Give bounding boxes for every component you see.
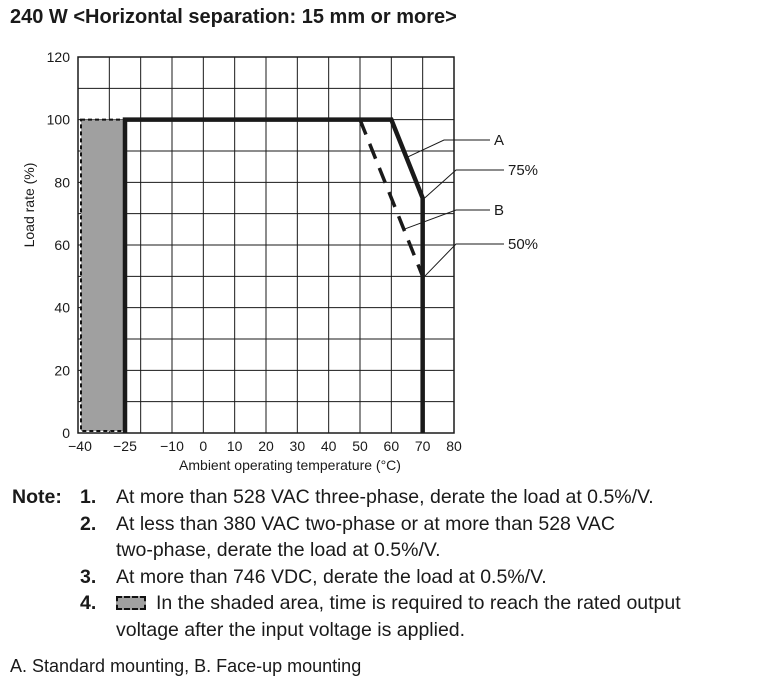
callout-leader (403, 209, 490, 230)
note-number: 1. (80, 486, 97, 508)
note-number: 4. (80, 592, 97, 614)
plot-frame (77, 56, 455, 434)
tick-labels: 0 20 40 60 80 100 120 −40 −25 −10 0 10 20 30 40 50 60 70 8… (47, 49, 462, 454)
callout-leader (424, 169, 504, 199)
y-axis-label: Load rate (%) (21, 163, 37, 248)
callouts-layer: A75% B50% (403, 132, 538, 277)
x-tick-label: 20 (258, 438, 274, 454)
y-tick-label: 20 (54, 362, 70, 378)
chart-title: 240 W <Horizontal separation: 15 mm or m… (10, 6, 457, 28)
mounting-legend: A. Standard mounting, B. Face-up mountin… (10, 656, 362, 676)
x-tick-label: 50 (352, 438, 368, 454)
callout-label: B (494, 202, 504, 219)
note-text-with-swatch: In the shaded area, time is required to … (116, 590, 681, 617)
x-tick-label: −25 (113, 438, 137, 454)
note-text: At more than 528 VAC three-phase, derate… (116, 486, 654, 508)
note-text: voltage after the input voltage is appli… (116, 618, 466, 641)
grid-lines (78, 57, 454, 433)
x-tick-label: 40 (321, 438, 337, 454)
x-tick-label: 60 (384, 438, 400, 454)
y-tick-label: 80 (54, 174, 70, 190)
callout-label: 75% (508, 162, 538, 179)
x-tick-label: −10 (160, 438, 184, 454)
shaded-region (80, 118, 125, 433)
callout-leader (424, 243, 504, 277)
y-tick-label: 0 (62, 425, 70, 441)
note-number: 2. (80, 512, 97, 535)
derating-chart: 0 20 40 60 80 100 120 −40 −25 −10 0 10 20 30 40 50 60 70 8… (21, 49, 538, 473)
x-axis-label: Ambient operating temperature (°C) (179, 457, 401, 473)
callout-label: A (494, 132, 504, 149)
series-layer (122, 117, 425, 433)
x-tick-label: 70 (415, 438, 431, 454)
callout-leader (406, 139, 490, 158)
note-text: At less than 380 VAC two-phase or at mor… (116, 512, 615, 535)
plot-border (77, 56, 455, 434)
series-line-B (358, 119, 425, 433)
note-text: At more than 746 VDC, derate the load at… (116, 565, 547, 588)
x-tick-label: 0 (199, 438, 207, 454)
y-tick-label: 120 (47, 49, 71, 65)
y-tick-label: 40 (54, 300, 70, 316)
y-tick-label: 100 (47, 112, 71, 128)
note-text: In the shaded area, time is required to … (156, 592, 681, 614)
note-heading: Note: (12, 486, 62, 508)
shaded-region-layer (80, 118, 125, 433)
note-text: two-phase, derate the load at 0.5%/V. (116, 539, 441, 561)
note-number: 3. (80, 565, 97, 588)
y-tick-label: 60 (54, 237, 70, 253)
callout-label: 50% (508, 236, 538, 253)
shaded-area-swatch-icon (116, 596, 146, 610)
x-tick-label: 80 (446, 438, 462, 454)
x-tick-label: −40 (68, 438, 92, 454)
x-tick-label: 10 (227, 438, 243, 454)
x-tick-label: 30 (290, 438, 306, 454)
